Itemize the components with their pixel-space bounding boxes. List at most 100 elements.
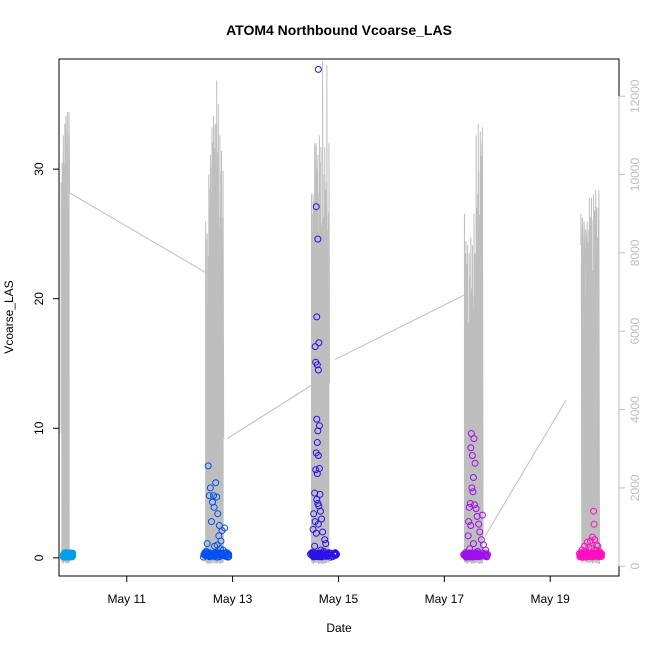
data-point — [466, 545, 474, 553]
secondary-trace-gap-line — [335, 293, 466, 360]
data-point — [465, 503, 473, 511]
data-point — [467, 521, 475, 529]
data-point — [324, 550, 332, 558]
data-point — [331, 550, 339, 558]
data-point — [66, 553, 74, 561]
secondary-y-tick-label: 6000 — [628, 318, 642, 345]
x-tick-label: May 17 — [425, 592, 465, 606]
data-point — [471, 459, 479, 467]
data-point — [472, 549, 480, 557]
plot-frame — [58, 58, 620, 577]
data-point — [593, 541, 601, 549]
data-point — [464, 532, 472, 540]
x-axis-label: Date — [326, 621, 352, 635]
data-point — [468, 452, 476, 459]
data-point — [590, 520, 598, 528]
data-point — [206, 484, 214, 492]
data-point — [313, 439, 321, 447]
secondary-y-tick-label: 10000 — [628, 158, 642, 192]
data-point — [319, 528, 327, 536]
chart-title: ATOM4 Northbound Vcoarse_LAS — [226, 22, 452, 38]
data-point — [316, 507, 324, 515]
secondary-y-tick-label: 0 — [628, 563, 642, 570]
y-tick-label: 30 — [32, 162, 46, 176]
data-point — [213, 493, 221, 501]
data-point — [316, 490, 324, 498]
x-tick-label: May 11 — [108, 592, 147, 606]
data-point — [466, 499, 474, 507]
data-point — [308, 549, 316, 557]
x-tick-label: May 13 — [213, 592, 253, 606]
data-point — [475, 520, 483, 528]
secondary-y-tick-label: 2000 — [628, 474, 642, 501]
secondary-trace-burst — [205, 80, 225, 565]
y-tick-label: 10 — [32, 421, 46, 435]
data-point — [214, 510, 222, 518]
data-point — [482, 546, 490, 554]
data-points-layer — [59, 65, 606, 561]
secondary-trace-burst — [310, 60, 331, 564]
data-point — [313, 496, 321, 504]
x-tick-label: May 19 — [531, 592, 571, 606]
data-point — [314, 452, 322, 459]
data-point — [469, 474, 477, 482]
secondary-trace-burst — [463, 123, 484, 564]
data-point — [314, 366, 322, 374]
data-point — [311, 343, 319, 351]
data-point — [313, 361, 321, 369]
data-point — [469, 488, 477, 496]
data-point — [212, 551, 220, 559]
y-axis-left: 0 10 20 30 — [32, 162, 60, 561]
data-point — [462, 549, 469, 557]
data-point — [470, 435, 478, 443]
y-tick-label: 0 — [32, 554, 46, 561]
secondary-y-tick-label: 8000 — [628, 239, 642, 266]
data-point — [314, 427, 322, 435]
secondary-trace-gap-line — [227, 382, 315, 439]
data-point — [217, 537, 225, 545]
data-point — [318, 515, 326, 523]
data-point — [312, 466, 320, 474]
data-point — [592, 546, 600, 554]
data-point — [483, 551, 491, 559]
secondary-trace-gap-line — [484, 399, 567, 537]
data-point — [313, 470, 321, 478]
data-point — [468, 484, 476, 492]
data-point — [205, 492, 213, 500]
data-point — [465, 518, 473, 526]
x-axis: May 11 May 13 May 15 May 17 May 19 — [108, 575, 571, 606]
data-point — [577, 549, 585, 557]
data-point — [311, 542, 319, 550]
data-point — [67, 551, 75, 559]
data-point — [314, 235, 322, 243]
secondary-trace-burst — [60, 111, 71, 564]
data-point — [314, 520, 322, 528]
data-point — [210, 503, 218, 511]
data-point — [216, 545, 224, 553]
data-point — [590, 507, 598, 515]
data-point — [595, 547, 603, 555]
data-point — [315, 339, 323, 347]
x-tick-label: May 15 — [319, 592, 359, 606]
data-point — [312, 529, 320, 537]
data-point — [586, 537, 594, 545]
data-point — [476, 528, 484, 536]
data-point — [322, 540, 330, 548]
data-point — [467, 444, 475, 452]
secondary-y-tick-label: 4000 — [628, 396, 642, 423]
y-axis-right: 0 2000 4000 6000 8000 10000 12000 — [618, 79, 642, 570]
data-point — [65, 549, 73, 557]
data-point — [212, 479, 220, 487]
data-point — [313, 313, 321, 321]
data-point — [202, 547, 210, 555]
data-point — [310, 510, 318, 518]
data-point — [210, 492, 218, 500]
data-point — [321, 536, 329, 544]
data-point — [312, 203, 320, 211]
data-point — [314, 65, 322, 73]
data-point — [204, 462, 212, 470]
data-point — [308, 551, 316, 559]
data-point — [203, 540, 211, 548]
secondary-y-tick-label: 12000 — [628, 79, 642, 113]
